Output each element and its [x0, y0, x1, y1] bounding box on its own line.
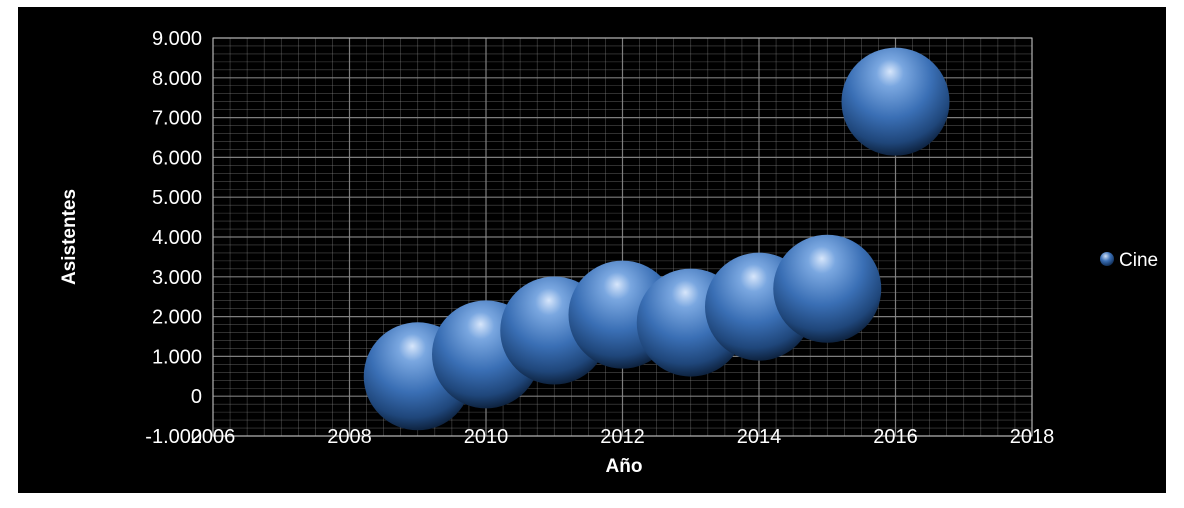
x-tick-label: 2006 [191, 426, 236, 448]
bubble-point [841, 47, 950, 156]
x-axis-title: Año [606, 456, 643, 477]
bubble-chart: -1.000 0 1.000 2.000 3.000 4.000 5.000 6.000 7.0… [59, 28, 1158, 477]
x-tick-label: 2016 [873, 426, 918, 448]
y-tick-label: -1.000 [145, 426, 202, 448]
plot-border [212, 37, 1033, 437]
bubble-point [773, 234, 882, 343]
y-tick-label: 6.000 [152, 147, 202, 169]
x-tick-label: 2010 [464, 426, 509, 448]
legend-label-cine: Cine [1119, 250, 1158, 271]
y-tick-label: 7.000 [152, 108, 202, 130]
y-tick-label: 4.000 [152, 227, 202, 249]
y-tick-label: 9.000 [152, 28, 202, 50]
y-tick-label: 1.000 [152, 346, 202, 368]
y-tick-label: 3.000 [152, 267, 202, 289]
y-tick-label: 5.000 [152, 187, 202, 209]
legend-marker-icon [1100, 252, 1114, 266]
y-axis-title: Asistentes [59, 189, 80, 285]
legend: Cine [1100, 250, 1158, 271]
y-tick-label: 2.000 [152, 307, 202, 329]
x-tick-label: 2012 [600, 426, 645, 448]
chart-area: -1.000 0 1.000 2.000 3.000 4.000 5.000 6.000 7.0… [18, 7, 1166, 493]
x-tick-label: 2018 [1010, 426, 1055, 448]
y-tick-label: 8.000 [152, 68, 202, 90]
y-tick-label: 0 [191, 386, 202, 408]
x-tick-label: 2014 [737, 426, 782, 448]
x-tick-label: 2008 [327, 426, 372, 448]
